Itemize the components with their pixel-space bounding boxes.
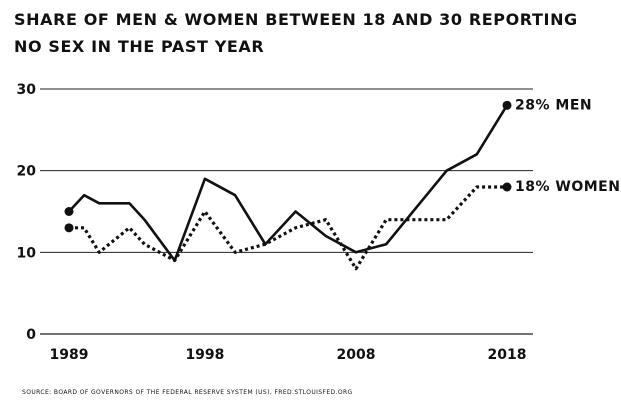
series-end-point-men (502, 100, 512, 110)
y-tick-label: 0 (26, 327, 36, 343)
series-start-point-men (64, 207, 74, 216)
series-end-point-women (502, 182, 512, 192)
chart-title: Share of men & women between 18 and 30 r… (14, 10, 578, 56)
y-tick-label: 30 (17, 82, 37, 98)
y-tick-label: 10 (17, 245, 37, 261)
series-line-men (67, 104, 509, 262)
y-tick-label: 20 (17, 164, 37, 180)
series-line-women (69, 185, 507, 271)
x-tick-label: 1989 (50, 347, 89, 363)
gridlines (40, 88, 533, 253)
x-tick-label: 2008 (336, 347, 375, 363)
tick-labels: 0 10 20 30 1989 1998 2008 2018 28% MEN 18% WOMEN (17, 82, 620, 363)
series-end-label-men: 28% MEN (515, 97, 592, 113)
series-start-point-women (64, 223, 74, 233)
x-tick-label: 2018 (488, 347, 527, 363)
x-tick-label: 1998 (185, 347, 224, 363)
series-end-label-women: 18% WOMEN (515, 179, 620, 195)
series-lines (64, 100, 512, 271)
source-note: Source: Board of Governors of the Federa… (22, 389, 353, 396)
